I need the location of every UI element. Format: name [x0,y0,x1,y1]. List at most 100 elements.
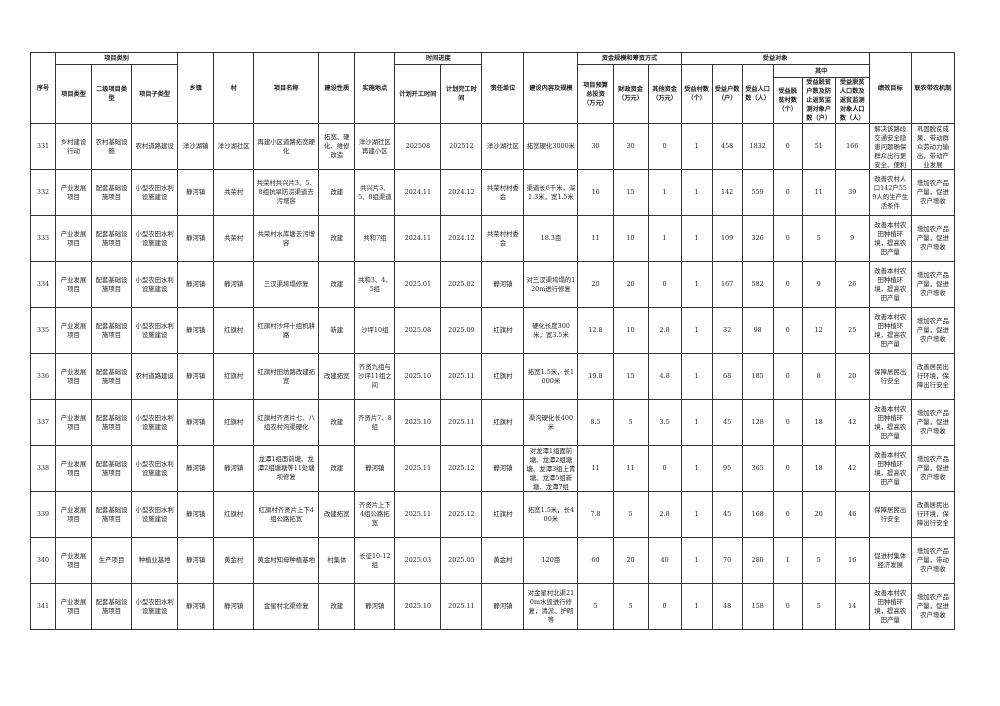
table-cell: 静河镇 [213,583,255,630]
table-cell: 20 [834,353,870,400]
table-cell: 30 [577,123,614,170]
table-cell: 乡村建设行动 [55,123,93,170]
header-village: 村 [213,52,255,124]
cell-text: 小型农田水利设施建设 [135,321,174,339]
cell-text: 改善居民出行环境，保障出行安全 [916,363,949,389]
cell-text: 1 [694,556,699,564]
cell-text: 三汊渠垮塌修复 [263,280,309,288]
cell-text: 2025.09 [448,326,475,334]
cell-text: 1 [694,418,699,426]
table-cell: 红旗村 [481,399,525,446]
cell-text: 静河镇 [186,326,206,334]
table-cell: 配套基础设施项目 [91,169,133,216]
table-cell: 共荣村 [213,215,255,262]
cell-text: 45 [723,418,732,426]
cell-text: 配套基础设施项目 [95,275,128,293]
table-cell: 10 [612,307,649,354]
cell-text: 11 [591,464,600,472]
table-cell: 改建 [318,445,356,492]
cell-text: 1 [694,602,699,610]
cell-text: 42 [848,464,857,472]
table-cell: 村集体 [318,537,356,584]
header-beneficiary-group: 受益对象 [680,52,870,65]
table-cell: 14 [834,583,870,630]
cell-text: 静河镇 [186,280,206,288]
table-cell: 红旗村 [213,307,255,354]
header-nature: 建设性质 [318,52,356,124]
table-cell: 340 [29,537,57,584]
cell-text: 红旗村 [493,372,513,380]
cell-text: 20 [814,510,823,518]
cell-text: 龙潭1组面前塘、龙潭2组塘塘等11处塘坝修复 [257,455,315,481]
cell-text: 2025.11 [448,372,475,380]
cell-text: 共荣村村委会 [486,183,519,201]
cell-text: 0 [785,280,790,288]
table-cell: 202512 [440,123,483,170]
header-poor-villages: 受益脱贫村数（个） [772,77,803,124]
table-cell: 配套基础设施项目 [91,261,133,308]
cell-text: 共荣村共兴片3、5、8组抗旱防涝渠道去污增容 [256,179,316,205]
cell-text: 120亩 [541,556,561,564]
table-cell: 增加农产品产量，促进农户增收 [910,583,956,630]
cell-text: 70 [723,556,732,564]
table-cell: 8.5 [577,399,614,446]
table-cell: 静河镇 [481,261,525,308]
cell-text: 对金星村北渠210m水毁进行修复，清淤、护砌等 [527,588,575,624]
table-cell: 559 [741,169,774,216]
table-cell: 产业发展项目 [55,261,93,308]
cell-text: 改善居民出行环境，保障出行安全 [916,501,949,527]
table-row: 333 产业发展项目 配套基础设施项目 小型农田水利设施建设 静河镇 共荣村 共荣村水库塘去… [29,215,956,262]
cell-text: 7.8 [590,510,601,518]
table-row: 332 产业发展项目 配套基础设施项目 小型农田水利设施建设 静河镇 共荣村 共荣村共兴片3… [29,169,956,216]
cell-text: 新建 [330,326,344,334]
cell-text: 农村基础设施 [95,137,128,155]
cell-text: 静河镇 [186,464,206,472]
table-cell: 326 [741,215,774,262]
table-row: 338 产业发展项目 配套基础设施项目 小型农田水利设施建设 静河镇 静河镇 龙潭1组面前塘… [29,445,956,492]
table-cell: 小型农田水利设施建设 [131,215,179,262]
table-cell: 0 [772,399,803,446]
table-cell: 338 [29,445,57,492]
cell-text: 洋沙湖社区 [486,142,519,150]
cell-text: 村集体 [327,556,347,564]
table-cell: 拓宽硬化3000米 [523,123,579,170]
cell-text: 改建 [330,280,344,288]
cell-text: 158 [751,602,764,610]
table-cell: 16 [577,169,614,216]
table-cell: 改善居民出行环境，保障出行安全 [910,353,956,400]
cell-text: 改善农村人口142户559人的生产生活条件 [872,174,909,210]
table-cell: 5 [612,491,649,538]
cell-text: 产业发展项目 [60,459,87,477]
cell-text: 渠道长6千米，深1.3米，宽1.5米 [526,183,576,201]
table-cell: 再建小区道路拓宽硬化 [253,123,320,170]
cell-text: 配套基础设施项目 [95,459,128,477]
cell-text: 共荣村村委会 [486,229,519,247]
cell-text: 340 [36,556,50,564]
cell-text: 0 [785,188,790,196]
table-cell: 5 [612,583,649,630]
table-cell: 331 [29,123,57,170]
table-cell: 改善本村农田种植环境，提高农田产量 [868,215,912,262]
table-cell: 改建 [318,399,356,446]
table-cell: 11 [801,169,836,216]
table-cell: 静河镇 [354,445,396,492]
cell-text: 红旗村田坊路改建拓宽 [257,367,315,385]
cell-text: 乡村建设行动 [60,137,87,155]
table-cell: 185 [741,353,774,400]
cell-text: 生产项目 [98,556,125,564]
cell-text: 8.5 [590,418,601,426]
table-cell: 336 [29,353,57,400]
cell-text: 增加农产品产量，促进农户增收 [916,409,949,435]
table-cell: 改善本村农田种植环境，提高农田产量 [868,583,912,630]
cell-text: 458 [721,142,734,150]
table-cell: 11 [577,215,614,262]
cell-text: 10 [626,234,635,242]
table-cell: 对三汊渠垮塌的120m进行修复 [523,261,579,308]
table-cell: 142 [711,169,743,216]
table-cell: 改善本村农田种植环境，提高农田产量 [868,261,912,308]
cell-text: 农村道路建设 [135,372,174,380]
table-cell: 2025.12 [440,491,483,538]
table-cell: 45 [711,491,743,538]
cell-text: 2.8 [659,326,670,334]
cell-text: 洋沙湖镇 [182,142,209,150]
